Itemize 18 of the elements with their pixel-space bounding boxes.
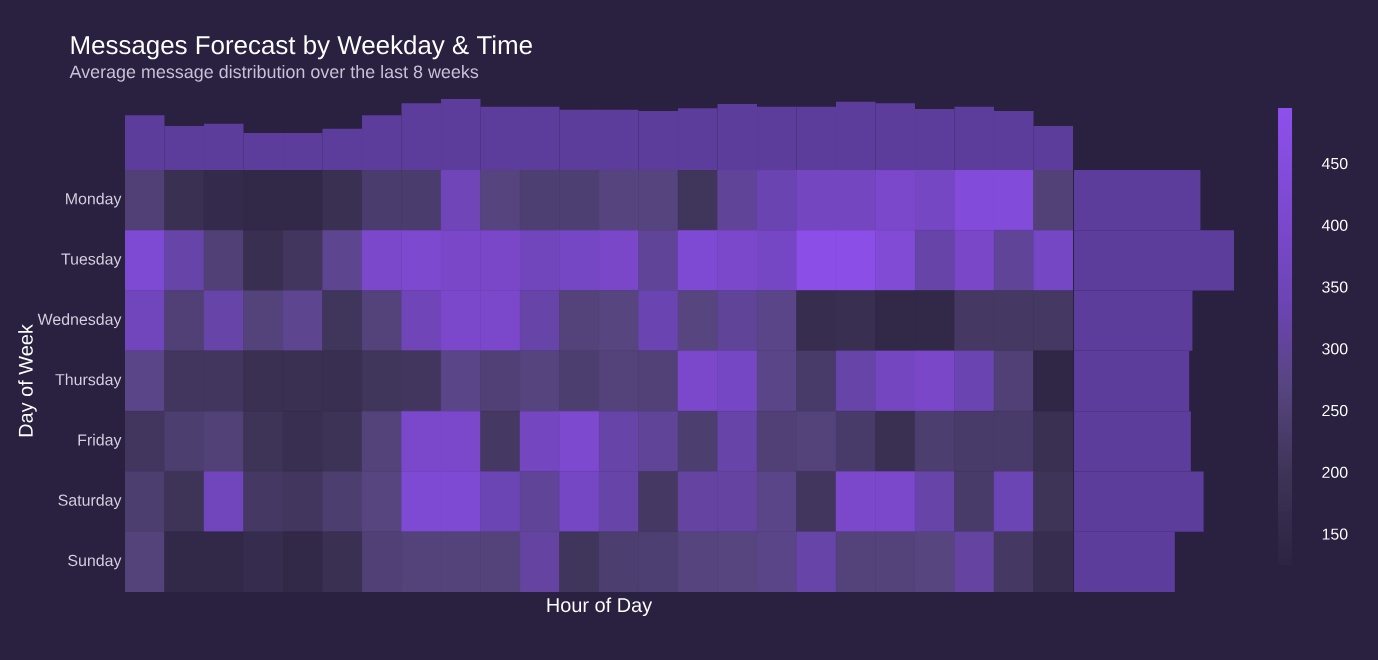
color-bar-label: 450 xyxy=(1321,157,1348,170)
y-tick-label: Wednesday xyxy=(37,313,122,329)
y-tick-label: Saturday xyxy=(58,494,122,510)
y-tick-label: Thursday xyxy=(55,373,122,389)
y-axis-title: Day of Week xyxy=(18,324,37,437)
chart-title: Messages Forecast by Weekday & Time xyxy=(71,35,532,60)
color-bar-label: 250 xyxy=(1322,404,1348,417)
y-tick-label: Tuesday xyxy=(61,253,122,268)
color-bar-label: 200 xyxy=(1322,466,1348,478)
color-bar-label: 400 xyxy=(1321,219,1348,231)
color-bar-label: 150 xyxy=(1322,528,1348,540)
y-tick-label: Monday xyxy=(66,192,122,208)
color-bar-label: 350 xyxy=(1322,281,1348,293)
y-tick-label: Sunday xyxy=(68,554,122,570)
y-tick-label: Friday xyxy=(78,433,122,449)
color-bar-label: 300 xyxy=(1322,343,1348,355)
chart-subtitle: Average message distribution over the last 8 weeks xyxy=(69,64,479,82)
x-axis-title: Hour of Day xyxy=(547,597,653,617)
